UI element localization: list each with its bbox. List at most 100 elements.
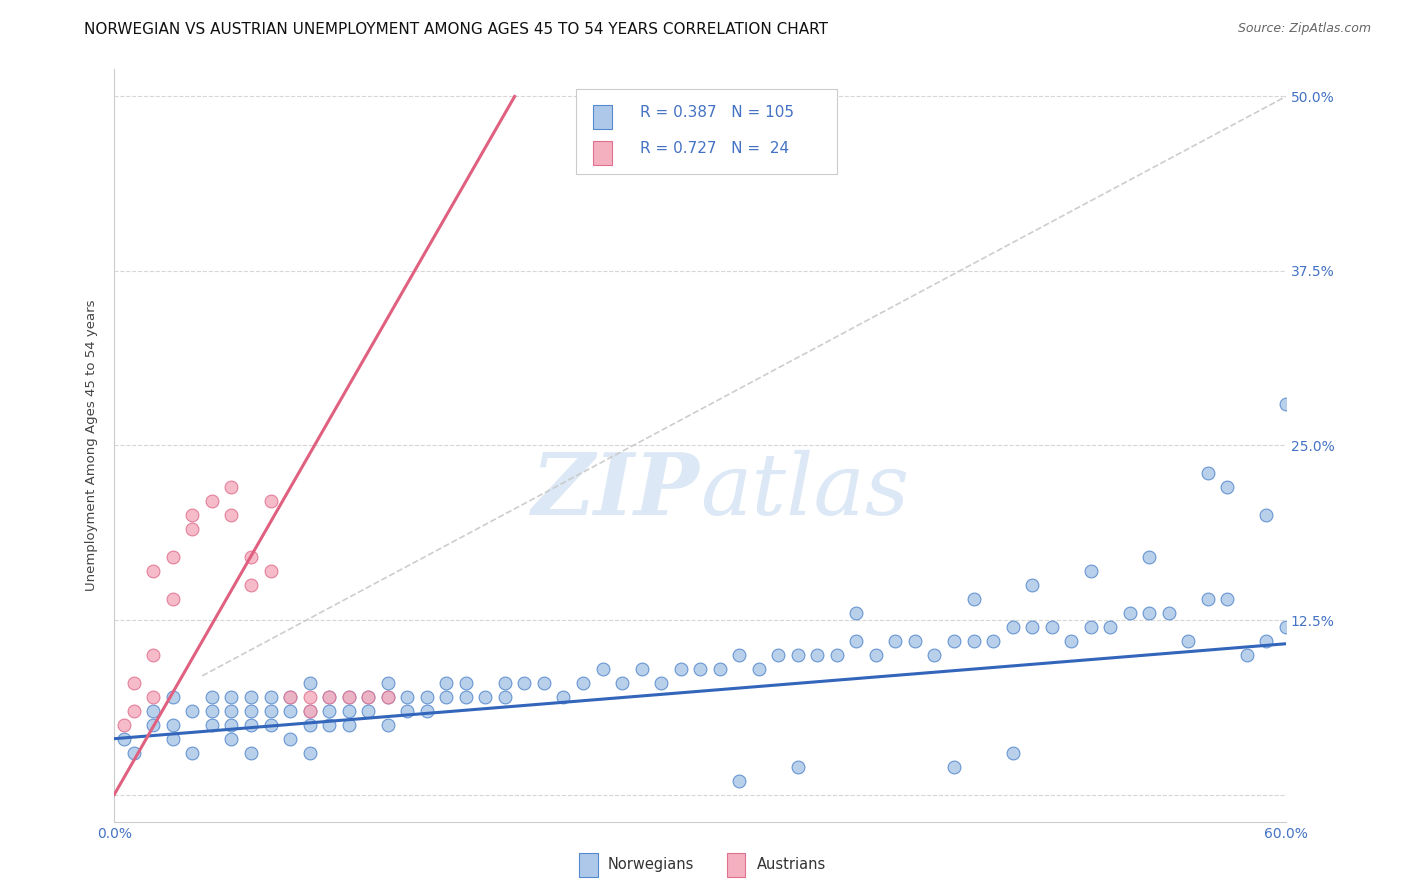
Point [298, 717, 321, 731]
Point [142, 564, 165, 578]
Point [1060, 634, 1083, 648]
Point [337, 690, 360, 704]
Point [728, 648, 751, 662]
Point [278, 690, 301, 704]
Text: R = 0.727   N =  24: R = 0.727 N = 24 [640, 141, 789, 156]
Point [357, 690, 380, 704]
Point [1275, 620, 1298, 634]
Point [122, 746, 145, 760]
Point [298, 676, 321, 690]
Point [1099, 620, 1122, 634]
Point [201, 717, 224, 731]
Point [201, 704, 224, 718]
Point [962, 592, 984, 607]
Point [1021, 620, 1043, 634]
Point [1080, 564, 1102, 578]
Point [298, 690, 321, 704]
Point [201, 690, 224, 704]
Point [454, 690, 477, 704]
Point [337, 690, 360, 704]
Point [454, 676, 477, 690]
Point [416, 704, 439, 718]
Point [112, 717, 135, 731]
Point [221, 704, 243, 718]
Point [434, 676, 457, 690]
Point [142, 690, 165, 704]
Point [1001, 620, 1024, 634]
Point [221, 480, 243, 494]
Point [786, 759, 808, 773]
Text: Source: ZipAtlas.com: Source: ZipAtlas.com [1237, 22, 1371, 36]
Point [1216, 480, 1239, 494]
Point [278, 690, 301, 704]
Point [806, 648, 828, 662]
Point [1137, 550, 1160, 565]
Point [1275, 396, 1298, 410]
Point [259, 717, 281, 731]
Point [298, 746, 321, 760]
Point [162, 731, 184, 746]
Point [943, 759, 966, 773]
Point [610, 676, 633, 690]
Point [1216, 592, 1239, 607]
Point [689, 662, 711, 676]
Point [298, 704, 321, 718]
Point [318, 690, 340, 704]
Point [962, 634, 984, 648]
Point [181, 522, 204, 536]
Point [396, 690, 419, 704]
Point [278, 731, 301, 746]
Point [981, 634, 1004, 648]
Point [786, 648, 808, 662]
Point [1119, 606, 1142, 620]
Point [513, 676, 536, 690]
Point [240, 746, 263, 760]
Point [318, 717, 340, 731]
Point [1197, 592, 1219, 607]
Point [748, 662, 770, 676]
Point [1040, 620, 1063, 634]
Point [357, 704, 380, 718]
Point [1197, 467, 1219, 481]
Point [494, 690, 516, 704]
Point [221, 508, 243, 523]
Point [434, 690, 457, 704]
Point [259, 704, 281, 718]
Point [533, 676, 555, 690]
Point [181, 704, 204, 718]
Point [240, 704, 263, 718]
Point [1177, 634, 1199, 648]
Point [572, 676, 595, 690]
Point [943, 634, 966, 648]
Text: Norwegians: Norwegians [607, 857, 693, 872]
Point [845, 634, 868, 648]
Point [728, 773, 751, 788]
Point [240, 717, 263, 731]
Point [709, 662, 731, 676]
Y-axis label: Unemployment Among Ages 45 to 54 years: Unemployment Among Ages 45 to 54 years [86, 300, 98, 591]
Point [337, 717, 360, 731]
Point [162, 717, 184, 731]
Point [240, 550, 263, 565]
Point [377, 690, 399, 704]
Point [142, 648, 165, 662]
Text: NORWEGIAN VS AUSTRIAN UNEMPLOYMENT AMONG AGES 45 TO 54 YEARS CORRELATION CHART: NORWEGIAN VS AUSTRIAN UNEMPLOYMENT AMONG… [84, 22, 828, 37]
Point [1157, 606, 1180, 620]
Point [318, 690, 340, 704]
Point [259, 564, 281, 578]
Point [884, 634, 907, 648]
Point [825, 648, 848, 662]
Point [221, 731, 243, 746]
Point [142, 717, 165, 731]
Point [865, 648, 887, 662]
Point [142, 704, 165, 718]
Point [768, 648, 790, 662]
Point [162, 550, 184, 565]
Point [1236, 648, 1258, 662]
Point [201, 494, 224, 508]
Point [377, 717, 399, 731]
Point [259, 494, 281, 508]
Point [924, 648, 946, 662]
Point [337, 704, 360, 718]
Point [630, 662, 652, 676]
